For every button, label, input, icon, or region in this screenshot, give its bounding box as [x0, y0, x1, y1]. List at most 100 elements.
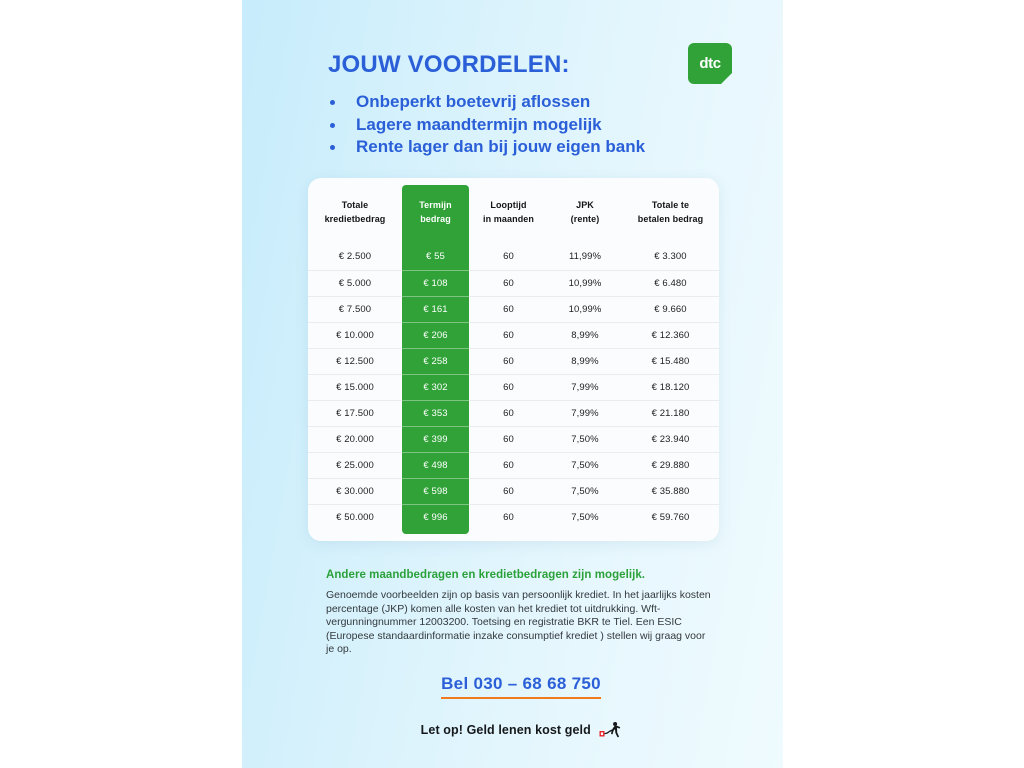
table-cell: € 25.000: [308, 451, 402, 478]
benefit-label: Rente lager dan bij jouw eigen bank: [356, 137, 646, 157]
table-cell: 60: [469, 399, 548, 426]
benefit-item: Rente lager dan bij jouw eigen bank: [328, 136, 748, 159]
rate-table-head: Totale kredietbedrag Termijn bedrag Loop…: [308, 178, 719, 244]
benefits-list: Onbeperkt boetevrij aflossen Lagere maan…: [328, 91, 748, 159]
table-row: € 2.500 € 55 60 11,99% € 3.300: [308, 244, 719, 270]
table-row: € 25.000 € 498 60 7,50% € 29.880: [308, 451, 719, 478]
table-cell: 7,50%: [548, 503, 622, 530]
table-cell: 7,50%: [548, 477, 622, 504]
col-header-line2: kredietbedrag: [324, 214, 386, 224]
table-cell: € 7.500: [308, 295, 402, 322]
table-cell: € 353: [402, 399, 469, 426]
table-cell: 7,50%: [548, 451, 622, 478]
table-cell: 60: [503, 251, 514, 263]
rate-table-card: Totale kredietbedrag Termijn bedrag Loop…: [308, 178, 719, 541]
table-cell: 60: [469, 503, 548, 530]
table-cell: 60: [469, 477, 548, 504]
table-cell: € 20.000: [308, 425, 402, 452]
page-title: JOUW VOORDELEN:: [328, 51, 570, 78]
table-row: € 20.000 € 399 60 7,50% € 23.940: [308, 425, 719, 452]
col-header-line2: betalen bedrag: [637, 214, 704, 224]
bullet-icon: [330, 100, 335, 106]
col-header-jpk: JPK (rente): [548, 178, 622, 244]
col-header-looptijd: Looptijd in maanden: [469, 178, 548, 244]
table-header-row: Totale kredietbedrag Termijn bedrag Loop…: [308, 178, 719, 244]
table-cell: 8,99%: [548, 321, 622, 348]
footer-block: Andere maandbedragen en kredietbedragen …: [326, 569, 716, 738]
table-cell: € 55: [426, 251, 445, 263]
table-cell: 60: [469, 425, 548, 452]
benefit-label: Onbeperkt boetevrij aflossen: [356, 92, 591, 112]
table-cell: € 15.000: [308, 373, 402, 400]
table-cell: € 12.500: [308, 347, 402, 374]
col-header-totale-te-betalen: Totale te betalen bedrag: [622, 178, 719, 244]
phone-cta-link[interactable]: Bel 030 – 68 68 750: [441, 674, 601, 699]
col-header-line1: JPK: [576, 200, 594, 210]
table-cell: € 6.480: [622, 269, 719, 296]
table-cell: € 59.760: [622, 503, 719, 530]
table-row: € 12.500 € 258 60 8,99% € 15.480: [308, 347, 719, 374]
table-cell: € 9.660: [622, 295, 719, 322]
table-cell: € 21.180: [622, 399, 719, 426]
table-cell: € 18.120: [622, 373, 719, 400]
bullet-icon: [330, 122, 335, 128]
table-cell: 60: [469, 321, 548, 348]
table-row: € 5.000 € 108 60 10,99% € 6.480: [308, 269, 719, 296]
table-cell: 10,99%: [548, 295, 622, 322]
table-cell: € 23.940: [622, 425, 719, 452]
table-cell: € 3.300: [654, 251, 687, 263]
table-cell: 11,99%: [568, 251, 602, 263]
col-header-termijn-bedrag: Termijn bedrag: [402, 178, 469, 244]
legal-warning-label: Let op! Geld lenen kost geld: [420, 723, 591, 737]
legal-warning-wrap: Let op! Geld lenen kost geld: [326, 721, 716, 739]
note-body: Genoemde voorbeelden zijn op basis van p…: [326, 589, 711, 655]
table-cell: € 108: [402, 269, 469, 296]
table-cell: € 17.500: [308, 399, 402, 426]
benefit-item: Lagere maandtermijn mogelijk: [328, 114, 748, 137]
table-cell: € 50.000: [308, 503, 402, 530]
col-header-line2: bedrag: [420, 214, 451, 224]
table-row: € 10.000 € 206 60 8,99% € 12.360: [308, 321, 719, 348]
table-cell: 7,50%: [548, 425, 622, 452]
header-block: JOUW VOORDELEN: Onbeperkt boetevrij aflo…: [328, 51, 748, 159]
table-cell: € 2.500: [338, 251, 372, 263]
table-cell: € 10.000: [308, 321, 402, 348]
table-cell: € 498: [402, 451, 469, 478]
table-cell: € 161: [402, 295, 469, 322]
dtc-logo: dtc: [688, 43, 732, 89]
table-cell: € 12.360: [622, 321, 719, 348]
table-cell: € 15.480: [622, 347, 719, 374]
col-header-line1: Totale te: [651, 200, 690, 210]
rate-table: Totale kredietbedrag Termijn bedrag Loop…: [308, 178, 719, 530]
table-cell: 10,99%: [548, 269, 622, 296]
table-cell: € 399: [402, 425, 469, 452]
table-cell: € 206: [402, 321, 469, 348]
table-row: € 7.500 € 161 60 10,99% € 9.660: [308, 295, 719, 322]
note-heading: Andere maandbedragen en kredietbedragen …: [326, 569, 646, 581]
benefit-item: Onbeperkt boetevrij aflossen: [328, 91, 748, 114]
col-header-line2: (rente): [570, 214, 600, 224]
table-cell: 60: [469, 295, 548, 322]
table-row: € 30.000 € 598 60 7,50% € 35.880: [308, 477, 719, 504]
col-header-line1: Looptijd: [490, 200, 527, 210]
table-row: € 17.500 € 353 60 7,99% € 21.180: [308, 399, 719, 426]
table-cell: 60: [469, 373, 548, 400]
table-row: € 50.000 € 996 60 7,50% € 59.760: [308, 503, 719, 530]
table-cell: € 30.000: [308, 477, 402, 504]
table-cell: 7,99%: [548, 373, 622, 400]
table-cell: € 35.880: [622, 477, 719, 504]
col-header-line1: Totale: [341, 200, 369, 210]
col-header-line1: Termijn: [419, 200, 452, 210]
table-cell: € 258: [402, 347, 469, 374]
svg-text:dtc: dtc: [699, 55, 720, 72]
table-cell: € 29.880: [622, 451, 719, 478]
table-cell: 60: [469, 269, 548, 296]
benefit-label: Lagere maandtermijn mogelijk: [356, 114, 602, 134]
table-cell: 60: [469, 347, 548, 374]
col-header-line2: in maanden: [482, 214, 534, 224]
money-costs-money-icon: [599, 721, 621, 739]
table-cell: 7,99%: [548, 399, 622, 426]
table-cell: € 598: [402, 477, 469, 504]
col-header-totale-kredietbedrag: Totale kredietbedrag: [308, 178, 402, 244]
